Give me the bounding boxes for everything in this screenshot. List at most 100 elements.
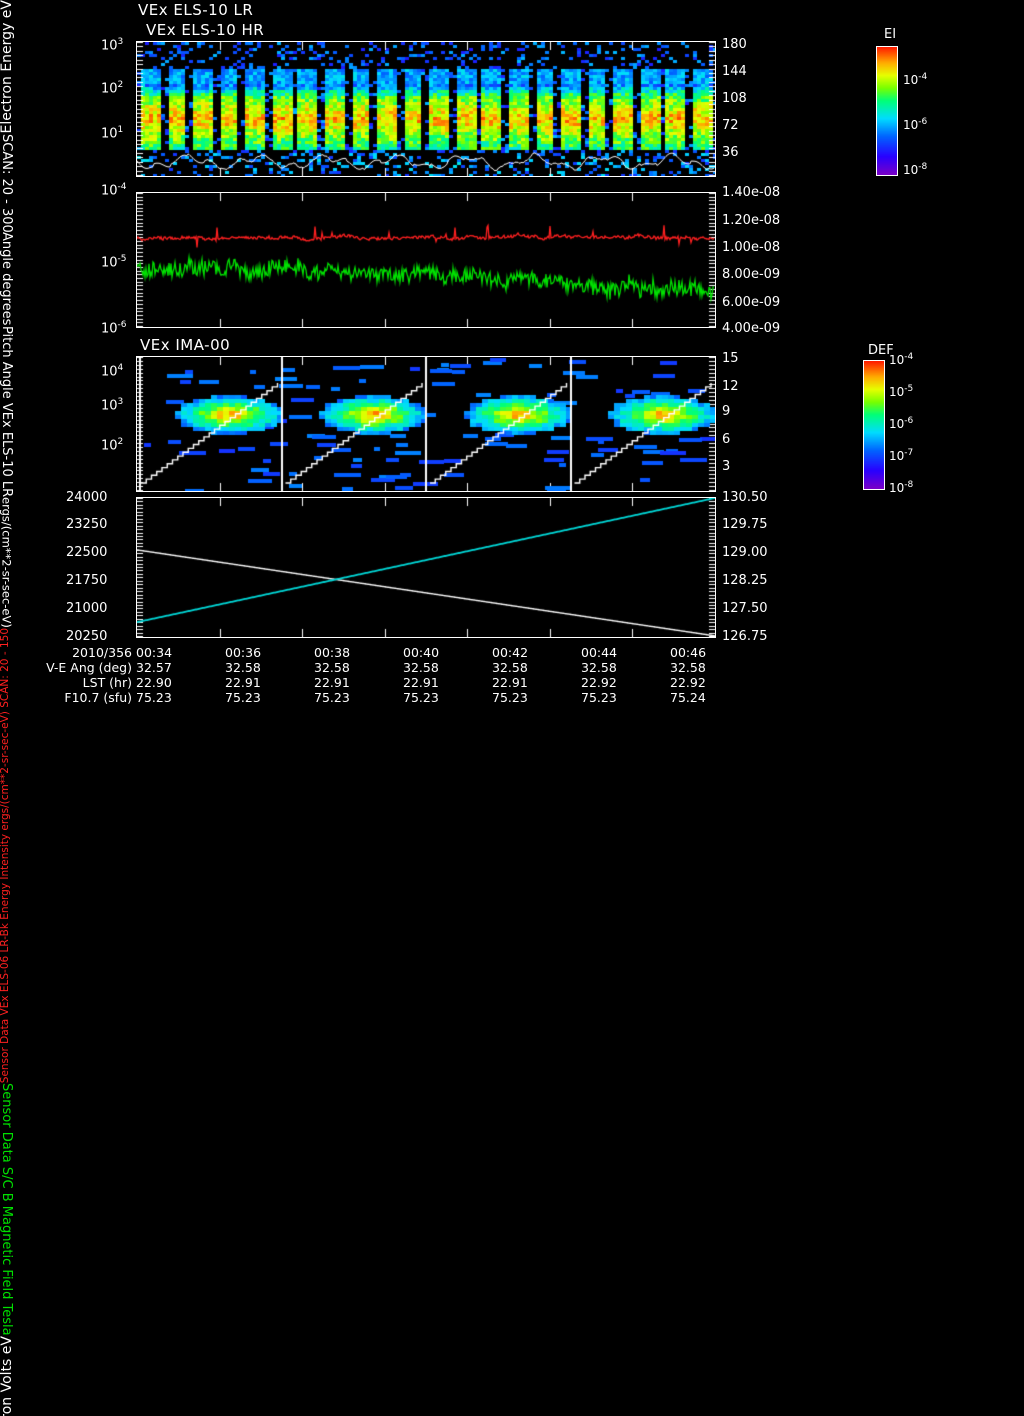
panel1-ytick-10: 101 [101, 125, 124, 142]
panel4-y2tick-12975: 129.75 [722, 517, 768, 532]
panel2-right-label: Sensor Data S/C B Magnetic Field Tesla [0, 1083, 14, 1336]
panel2-ytick-1e-4: 10-4 [101, 182, 127, 199]
bottom-table-cell-r3-c0: 75.23 [136, 690, 172, 705]
bottom-table-row-label-3: F10.7 (sfu) [64, 690, 132, 705]
panel2-y2tick-2: 1.00e-08 [722, 240, 781, 255]
bottom-table-cell-r1-c5: 32.58 [581, 660, 617, 675]
bottom-table-cell-r3-c6: 75.24 [670, 690, 706, 705]
panel4-ytick-22500: 22500 [66, 545, 108, 560]
bottom-table-cell-r2-c0: 22.90 [136, 675, 172, 690]
colorbar1-title: EI [884, 27, 897, 42]
panel3-title: VEx IMA-00 [140, 336, 231, 354]
panel3-ytick-1e2: 102 [101, 437, 124, 454]
panel1-left-axis-label: Electron Energy eV [0, 0, 15, 134]
colorbar3-title: DEF [868, 343, 894, 358]
bottom-table-cell-r0-c4: 00:42 [492, 645, 529, 660]
panel3-left-axis-label: Electron Volts eV [0, 1335, 15, 1416]
bottom-table-cell-r2-c3: 22.91 [403, 675, 439, 690]
panel4-ytick-24000: 24000 [66, 490, 108, 505]
panel1-y2tick-36: 36 [722, 145, 739, 160]
bottom-table-cell-r3-c4: 75.23 [492, 690, 528, 705]
panel2-y2tick-1: 1.20e-08 [722, 213, 781, 228]
colorbar3-gradient [864, 361, 884, 489]
panel4-y2tick-12825: 128.25 [722, 573, 768, 588]
colorbar3-tick-1e-7: 10-7 [889, 448, 914, 463]
bottom-table-cell-r1-c2: 32.58 [314, 660, 350, 675]
bottom-table-cell-r0-c5: 00:44 [581, 645, 618, 660]
bottom-table-cell-r1-c0: 32.57 [136, 660, 172, 675]
colorbar3-tick-1e-5: 10-5 [889, 384, 914, 399]
bottom-table-cell-r3-c3: 75.23 [403, 690, 439, 705]
bottom-table-cell-r3-c2: 75.23 [314, 690, 350, 705]
colorbar1-tick-1e-6: 10-6 [903, 117, 928, 132]
panel4-ytick-21000: 21000 [66, 601, 108, 616]
spectrogram-canvas-els [137, 42, 715, 176]
panel2-ytick-1e-6: 10-6 [101, 320, 127, 337]
bottom-table-cell-r0-c3: 00:40 [403, 645, 440, 660]
panel3-y2tick-6: 6 [722, 432, 731, 447]
panel4-y2tick-13050: 130.50 [722, 490, 768, 505]
bottom-table-cell-r2-c1: 22.91 [225, 675, 261, 690]
bottom-table-cell-r1-c4: 32.58 [492, 660, 528, 675]
panel1-y2tick-72: 72 [722, 118, 739, 133]
colorbar1-tick-1e-4: 10-4 [903, 72, 928, 87]
bottom-table-row-label-2: LST (hr) [82, 675, 132, 690]
panel4-y2tick-12900: 129.00 [722, 545, 768, 560]
panel1-title-line2: VEx ELS-10 HR [146, 21, 265, 39]
colorbar3-tick-1e-6: 10-6 [889, 416, 914, 431]
panel4-ytick-20250: 20250 [66, 629, 108, 644]
panel-ima-ion-spectrogram [136, 356, 716, 492]
bottom-table-cell-r2-c6: 22.92 [670, 675, 706, 690]
bottom-table-cell-r0-c0: 00:34 [136, 645, 173, 660]
panel1-ytick-100: 102 [101, 80, 124, 97]
line-canvas-intensity-bfield [137, 193, 715, 327]
panel4-y2tick-12675: 126.75 [722, 629, 768, 644]
panel3-y2tick-9: 9 [722, 404, 731, 419]
panel4-ytick-23250: 23250 [66, 517, 108, 532]
panel1-right-label-scan: SCAN: 20 - 300 [0, 133, 14, 233]
colorbar1-gradient [877, 47, 897, 175]
panel3-ytick-1e3: 103 [101, 397, 124, 414]
panel1-y2tick-108: 108 [722, 91, 747, 106]
panel1-right-label-angle: Angle degrees [0, 232, 14, 326]
colorbar3 [863, 360, 885, 490]
plot-root: VEx ELS-10 LR VEx ELS-10 HR Electron Ene… [0, 0, 928, 1416]
panel2-y2tick-4: 6.00e-09 [722, 295, 781, 310]
panel1-title-line1: VEx ELS-10 LR [138, 1, 254, 19]
colorbar3-tick-1e-8: 10-8 [889, 480, 914, 495]
panel3-ytick-1e4: 104 [101, 363, 124, 380]
line-canvas-altitude-sza [137, 498, 715, 637]
panel2-y2tick-3: 8.00e-09 [722, 267, 781, 282]
bottom-table-cell-r0-c6: 00:46 [670, 645, 707, 660]
panel1-y2tick-144: 144 [722, 64, 747, 79]
bottom-table-cell-r1-c6: 32.58 [670, 660, 706, 675]
panel-altitude-sza [136, 497, 716, 638]
bottom-table-cell-r0-c2: 00:38 [314, 645, 351, 660]
colorbar1-units: ergs/(cm**2-sr-sec-eV) [0, 496, 14, 628]
panel4-ytick-21750: 21750 [66, 573, 108, 588]
bottom-table-cell-r0-c1: 00:36 [225, 645, 262, 660]
colorbar1-tick-1e-8: 10-8 [903, 162, 928, 177]
bottom-table-cell-r1-c1: 32.58 [225, 660, 261, 675]
colorbar3-tick-1e-4: 10-4 [889, 352, 914, 367]
bottom-table-cell-r3-c5: 75.23 [581, 690, 617, 705]
panel4-y2tick-12750: 127.50 [722, 601, 768, 616]
bottom-table-row-label-0: 2010/356 [72, 645, 132, 660]
panel2-y2tick-5: 4.00e-09 [722, 321, 781, 336]
bottom-table-cell-r2-c2: 22.91 [314, 675, 350, 690]
panel3-y2tick-15: 15 [722, 351, 739, 366]
panel2-y2tick-0: 1.40e-08 [722, 185, 781, 200]
bottom-table-cell-r3-c1: 75.23 [225, 690, 261, 705]
bottom-table-cell-r1-c3: 32.58 [403, 660, 439, 675]
panel3-y2tick-3: 3 [722, 459, 731, 474]
colorbar1 [876, 46, 898, 176]
bottom-table-cell-r2-c5: 22.92 [581, 675, 617, 690]
panel1-ytick-1000: 103 [101, 37, 124, 54]
spectrogram-canvas-ima [137, 357, 715, 491]
panel3-y2tick-12: 12 [722, 379, 739, 394]
panel2-ytick-1e-5: 10-5 [101, 254, 127, 271]
panel-electron-energy-spectrogram [136, 41, 716, 177]
panel1-right-label-pitch: Pitch Angle VEx ELS-10 LR [0, 325, 14, 497]
panel1-y2tick-180: 180 [722, 37, 747, 52]
bottom-table-row-label-1: V-E Ang (deg) [46, 660, 132, 675]
